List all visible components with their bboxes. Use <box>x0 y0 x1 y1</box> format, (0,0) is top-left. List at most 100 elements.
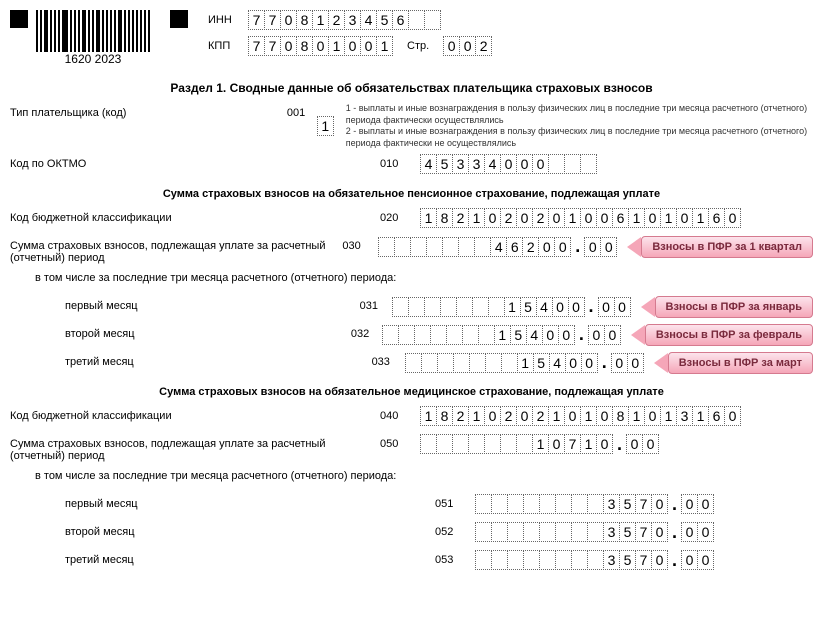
decimal-dot: . <box>587 296 596 317</box>
pension-kbk-cells: 18210202010061010160 <box>420 208 741 228</box>
cell <box>442 237 459 257</box>
cell: 0 <box>600 237 617 257</box>
cell: 3 <box>468 154 485 174</box>
cell: 0 <box>584 237 601 257</box>
cell: 1 <box>580 434 597 454</box>
cell: 5 <box>619 522 636 542</box>
cell <box>564 154 581 174</box>
callout-text: Взносы в ПФР за март <box>668 352 813 374</box>
cell <box>587 550 604 570</box>
medical-m3-row: третий месяц0533570.00 <box>10 550 813 574</box>
cell: 0 <box>614 297 631 317</box>
cell: 2 <box>532 208 549 228</box>
cell: 0 <box>548 434 565 454</box>
header: 1620 2023 ИНН 7708123456 КПП 770801001 С… <box>10 10 813 66</box>
cell <box>472 297 489 317</box>
cell: 1 <box>494 325 511 345</box>
cell <box>430 325 447 345</box>
cell: 1 <box>580 406 597 426</box>
cell: 1 <box>628 208 645 228</box>
cell: 1 <box>548 406 565 426</box>
cell: 1 <box>376 36 393 56</box>
cell: 4 <box>549 353 566 373</box>
kpp-row: КПП 770801001 Стр. 002 <box>208 36 492 56</box>
cell: 0 <box>651 550 668 570</box>
medical-m3-label: третий месяц <box>10 550 435 566</box>
cell: 0 <box>697 522 714 542</box>
cell: 5 <box>533 353 550 373</box>
cell: 0 <box>280 36 297 56</box>
cell: 1 <box>328 36 345 56</box>
medical-kbk-label: Код бюджетной классификации <box>10 406 380 422</box>
cell: 0 <box>611 353 628 373</box>
cell: 1 <box>692 406 709 426</box>
cell: 4 <box>484 154 501 174</box>
cell: 0 <box>459 36 476 56</box>
cell: 1 <box>420 208 437 228</box>
barcode: 1620 2023 <box>36 10 150 66</box>
cell: 7 <box>635 522 652 542</box>
cell: 6 <box>392 10 409 30</box>
medical-m2-row: второй месяц0523570.00 <box>10 522 813 546</box>
cell: 6 <box>506 237 523 257</box>
id-fields: ИНН 7708123456 КПП 770801001 Стр. 002 <box>208 10 492 56</box>
payer-type-label: Тип плательщика (код) <box>10 103 287 119</box>
cell: 0 <box>360 36 377 56</box>
cell <box>555 550 572 570</box>
cell: 0 <box>580 208 597 228</box>
callout-arrow-icon <box>641 297 655 317</box>
cell: 1 <box>312 10 329 30</box>
medical-m3-code: 053 <box>435 550 475 566</box>
cell <box>539 550 556 570</box>
decimal-dot: . <box>615 434 624 455</box>
cell: 0 <box>558 325 575 345</box>
cell: 2 <box>475 36 492 56</box>
cell: 0 <box>552 297 569 317</box>
cell: 1 <box>628 406 645 426</box>
cell <box>587 494 604 514</box>
kpp-label: КПП <box>208 40 238 52</box>
cell: 8 <box>612 406 629 426</box>
callout: Взносы в ПФР за март <box>654 352 813 374</box>
cell: 7 <box>635 550 652 570</box>
cell <box>440 297 457 317</box>
kpp-cells: 770801001 <box>248 36 393 56</box>
cell: 7 <box>248 10 265 30</box>
cell <box>424 10 441 30</box>
cell <box>539 494 556 514</box>
cell <box>378 237 395 257</box>
decimal-dot: . <box>573 236 582 257</box>
cell: 0 <box>516 406 533 426</box>
medical-m2-label: второй месяц <box>10 522 435 538</box>
cell: 5 <box>619 550 636 570</box>
cell: 5 <box>619 494 636 514</box>
medical-m1-code: 051 <box>435 494 475 510</box>
marker-square-right <box>170 10 188 28</box>
pension-m1-row: первый месяц03115400.00Взносы в ПФР за я… <box>10 296 813 320</box>
cell <box>491 522 508 542</box>
cell <box>501 353 518 373</box>
payer-type-code: 001 <box>287 103 317 119</box>
cell: 4 <box>420 154 437 174</box>
callout-text: Взносы в ПФР за февраль <box>645 324 813 346</box>
cell: 0 <box>516 208 533 228</box>
marker-square-left <box>10 10 28 28</box>
cell <box>452 434 469 454</box>
cell: 0 <box>724 406 741 426</box>
cell: 1 <box>517 353 534 373</box>
section1-title: Раздел 1. Сводные данные об обязательств… <box>10 81 813 95</box>
cell: 2 <box>522 237 539 257</box>
cell: 1 <box>532 434 549 454</box>
cell: 8 <box>296 10 313 30</box>
page-cells: 002 <box>443 36 492 56</box>
cell: 0 <box>681 550 698 570</box>
cell: 2 <box>452 406 469 426</box>
cell <box>475 522 492 542</box>
cell: 0 <box>542 325 559 345</box>
cell <box>421 353 438 373</box>
cell: 5 <box>510 325 527 345</box>
cell: 0 <box>604 325 621 345</box>
cell <box>394 237 411 257</box>
cell <box>571 522 588 542</box>
callout-arrow-icon <box>654 353 668 373</box>
